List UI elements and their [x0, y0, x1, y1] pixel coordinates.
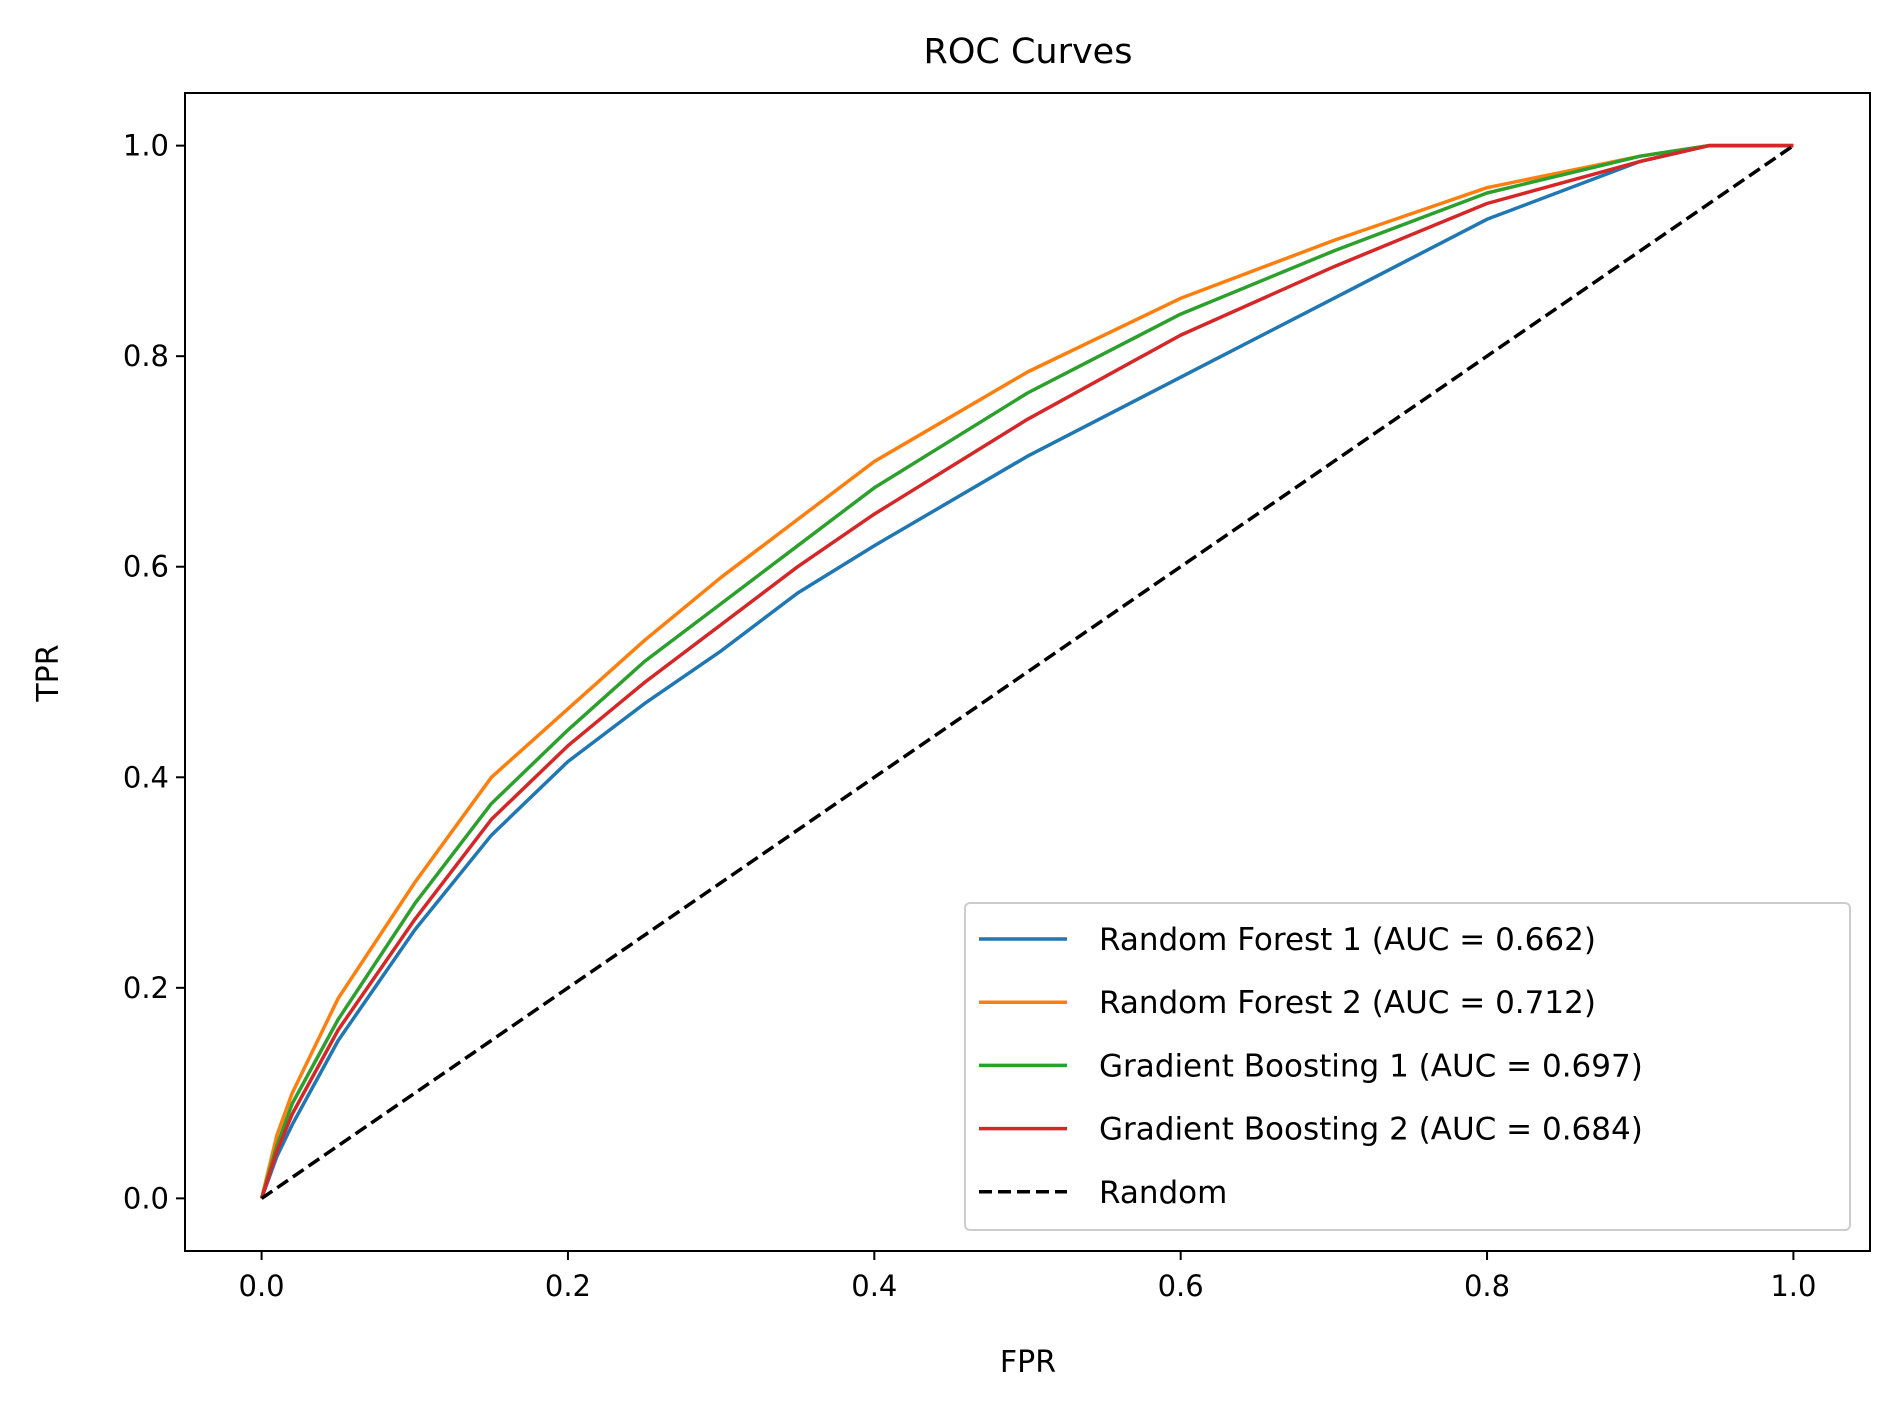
y-tick-label: 0.4 [123, 760, 169, 794]
legend-label: Gradient Boosting 2 (AUC = 0.684) [1099, 1112, 1643, 1148]
x-tick-label: 0.8 [1464, 1269, 1510, 1303]
x-tick-label: 0.4 [851, 1269, 897, 1303]
legend: Random Forest 1 (AUC = 0.662) Random Fore… [964, 902, 1851, 1231]
x-tick-label: 0.0 [239, 1269, 285, 1303]
legend-label: Gradient Boosting 1 (AUC = 0.697) [1099, 1048, 1643, 1084]
series-line-4 [260, 144, 1795, 1200]
legend-label: Random Forest 2 (AUC = 0.712) [1099, 985, 1596, 1021]
x-tick-label: 0.2 [545, 1269, 591, 1303]
legend-label: Random [1099, 1175, 1227, 1211]
x-axis-label: FPR [1000, 1345, 1056, 1380]
y-tick-label: 0.6 [123, 550, 169, 584]
plot-frame [184, 92, 1871, 1252]
y-tick-label: 0.2 [123, 971, 169, 1005]
y-tick-label: 0.8 [123, 339, 169, 373]
series-line-1 [259, 143, 1794, 1199]
x-tick-label: 0.6 [1158, 1269, 1204, 1303]
legend-box [964, 902, 1851, 1231]
y-tick-label: 1.0 [123, 129, 169, 163]
y-axis-label: TPR [31, 644, 66, 702]
series-line-0 [259, 143, 1794, 1199]
chart-title: ROC Curves [924, 32, 1133, 72]
x-tick-label: 1.0 [1770, 1269, 1816, 1303]
y-tick-label: 0.0 [123, 1181, 169, 1215]
legend-label: Random Forest 1 (AUC = 0.662) [1099, 922, 1596, 958]
series-line-2 [259, 143, 1794, 1199]
series-line-3 [259, 143, 1794, 1199]
